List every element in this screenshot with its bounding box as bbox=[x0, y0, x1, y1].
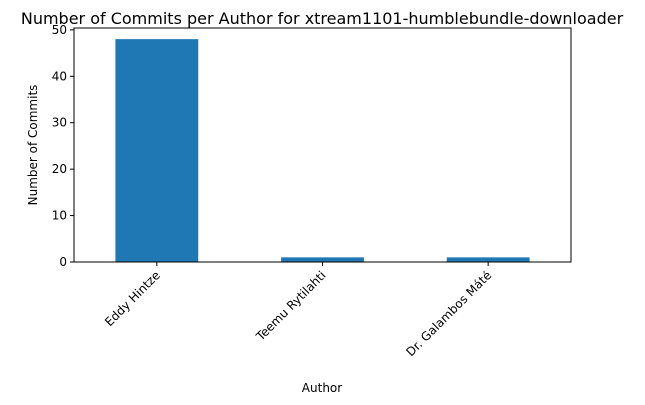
plot-area: Eddy Hintze Teemu Rytilahti Dr. Galambos M… bbox=[52, 23, 530, 359]
bar-3 bbox=[446, 257, 530, 262]
x-tick-label-1: Eddy Hintze bbox=[102, 268, 163, 329]
x-axis-label: Author bbox=[302, 381, 342, 395]
x-tick-label-2: Teemu Rytilahti bbox=[253, 268, 329, 344]
bar-1 bbox=[115, 39, 199, 263]
plot-frame bbox=[73, 27, 572, 263]
bar-2 bbox=[281, 257, 364, 262]
x-tick-label-3: Dr. Galambos Máté bbox=[403, 268, 494, 359]
y-tick-label-6: 50 bbox=[52, 23, 67, 37]
y-tick-label-3: 20 bbox=[52, 162, 67, 176]
y-tick-label-5: 40 bbox=[52, 69, 67, 83]
y-tick-label-4: 30 bbox=[52, 116, 67, 130]
y-axis-label: Number of Commits bbox=[26, 85, 40, 206]
y-tick-label-2: 10 bbox=[52, 209, 67, 223]
y-tick-label-1: 0 bbox=[59, 255, 67, 269]
chart-title: Number of Commits per Author for xtream1… bbox=[21, 9, 624, 28]
